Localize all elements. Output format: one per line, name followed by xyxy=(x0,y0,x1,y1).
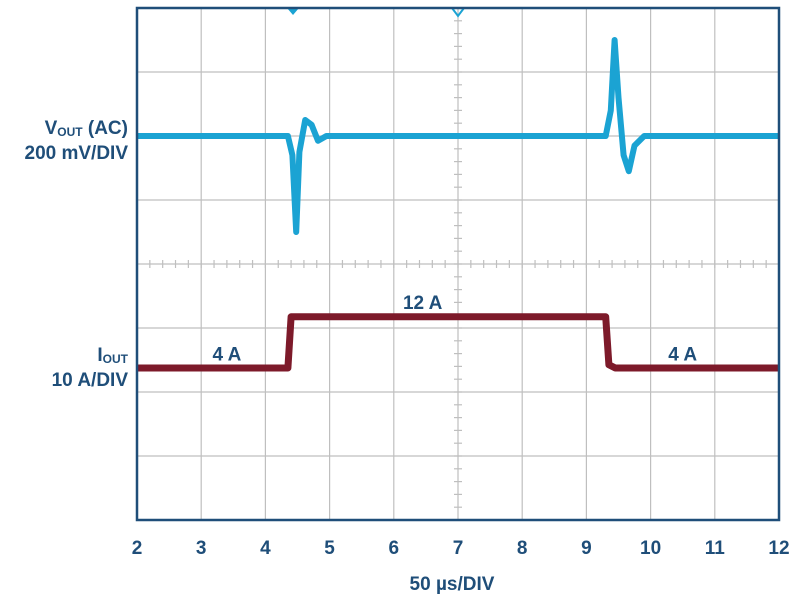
trace-annotation: 4 A xyxy=(668,344,697,365)
x-tick-label: 9 xyxy=(581,538,592,559)
x-tick-label: 12 xyxy=(768,538,789,559)
trigger-position-marker xyxy=(451,7,465,18)
trace-annotation: 4 A xyxy=(212,344,241,365)
vout-suffix: (AC) xyxy=(82,118,128,139)
vout-name: V xyxy=(44,118,58,139)
x-axis-label: 50 µs/DIV xyxy=(409,574,495,595)
iout-scale: 10 A/DIV xyxy=(51,370,128,391)
x-tick-label: 10 xyxy=(640,538,661,559)
vout-scale: 200 mV/DIV xyxy=(24,143,129,164)
iout-subscript: OUT xyxy=(102,352,128,366)
x-tick-label: 6 xyxy=(389,538,400,559)
x-tick-label: 2 xyxy=(132,538,143,559)
vout-channel-label: VOUT (AC) 200 mV/DIV xyxy=(0,118,129,165)
traces xyxy=(137,37,779,372)
iout-channel-label: IOUT 10 A/DIV xyxy=(0,345,128,392)
x-tick-label: 3 xyxy=(196,538,207,559)
trigger-marker xyxy=(287,8,300,15)
iout-trace xyxy=(137,313,779,372)
annotations: 4 A 12 A 4 A xyxy=(212,293,697,365)
vout-trace xyxy=(137,37,779,235)
x-tick-label: 7 xyxy=(453,538,464,559)
x-tick-labels: 2 3 4 5 6 7 8 9 10 11 12 xyxy=(132,538,790,559)
x-tick-label: 4 xyxy=(260,538,271,559)
x-tick-label: 8 xyxy=(517,538,528,559)
iout-name: I xyxy=(97,345,103,366)
trace-annotation: 12 A xyxy=(403,293,443,314)
grid xyxy=(136,7,780,521)
plot-frame xyxy=(135,6,781,522)
x-tick-label: 5 xyxy=(324,538,335,559)
x-tick-label: 11 xyxy=(705,538,726,559)
vout-subscript: OUT xyxy=(57,125,83,139)
